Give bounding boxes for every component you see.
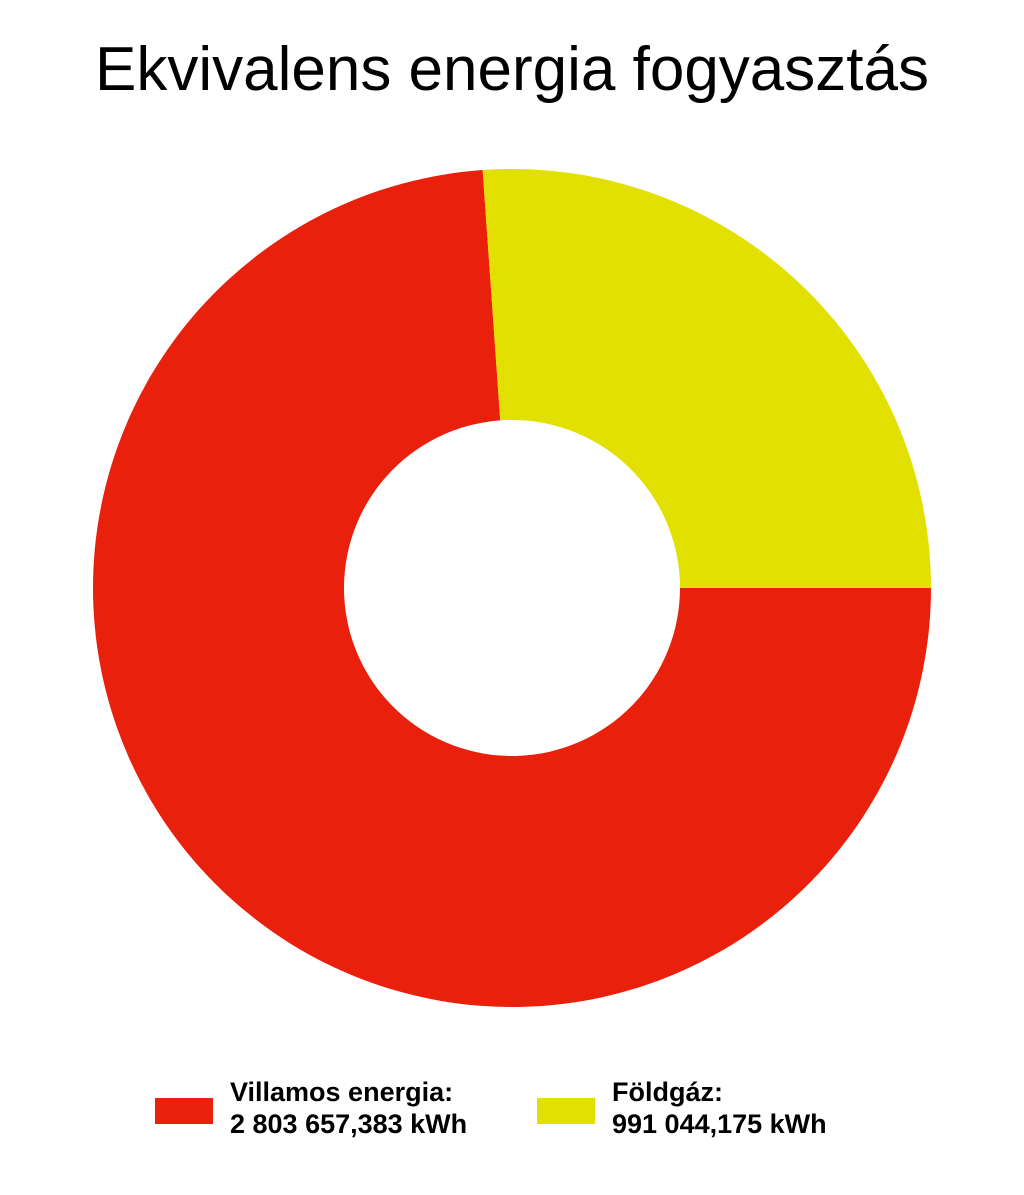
legend-label: Villamos energia:: [230, 1077, 454, 1107]
legend-label: Földgáz:: [612, 1077, 723, 1107]
legend-value: 2 803 657,383 kWh: [230, 1109, 468, 1139]
donut-slice-0: [93, 170, 932, 1007]
legend-value: 991 044,175 kWh: [612, 1109, 827, 1139]
legend-swatch: [155, 1098, 213, 1124]
donut-slice-1: [482, 169, 931, 588]
chart-title: Ekvivalens energia fogyasztás: [94, 35, 929, 104]
legend-swatch: [537, 1098, 595, 1124]
